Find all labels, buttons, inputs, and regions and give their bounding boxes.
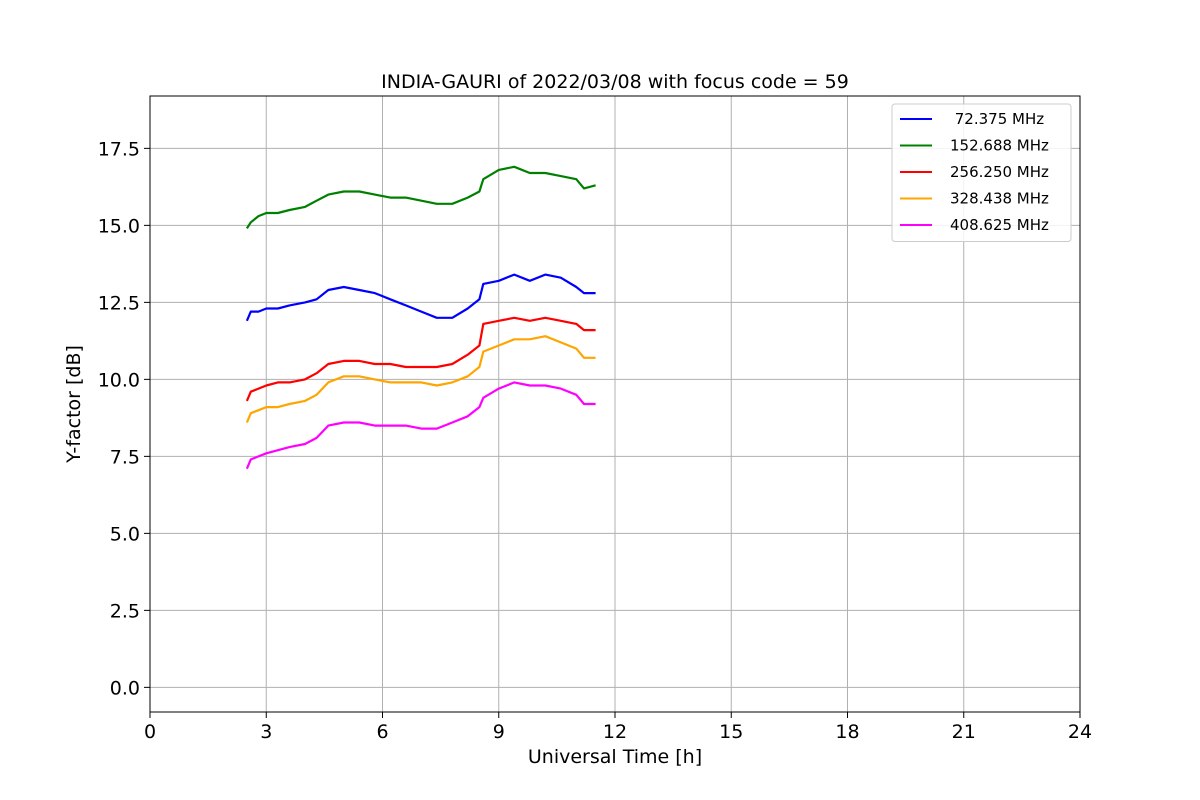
- y-tick-label: 12.5: [98, 292, 140, 314]
- series-line-3: [245, 335, 596, 423]
- y-tick-label: 5.0: [110, 523, 140, 545]
- legend-label: 152.688 MHz: [950, 137, 1049, 155]
- x-tick-label: 18: [835, 721, 859, 743]
- legend-label: 328.438 MHz: [950, 190, 1049, 208]
- series-line-2: [245, 316, 596, 402]
- x-tick-label: 9: [493, 721, 505, 743]
- x-tick-label: 24: [1068, 721, 1092, 743]
- y-tick-label: 15.0: [98, 215, 140, 237]
- x-tick-label: 12: [603, 721, 627, 743]
- y-axis-label: Y-factor [dB]: [63, 345, 85, 464]
- tick-layer: 0 3 6 9 12 15 18 21 24 0.0 2.5 5.0 7.5 10.0 12.5 15.0 17…: [98, 138, 1092, 743]
- x-tick-label: 6: [376, 721, 388, 743]
- legend-box: [891, 103, 1072, 242]
- chart-title: INDIA-GAURI of 2022/03/08 with focus cod…: [381, 71, 849, 93]
- y-tick-label: 0.0: [110, 677, 140, 699]
- y-tick-label: 17.5: [98, 138, 140, 160]
- y-tick-label: 2.5: [110, 600, 140, 622]
- y-tick-label: 10.0: [98, 369, 140, 391]
- series-line-0: [245, 273, 596, 322]
- y-tick-label: 7.5: [110, 446, 140, 468]
- x-tick-label: 15: [719, 721, 743, 743]
- legend-label: 408.625 MHz: [950, 216, 1049, 234]
- series-line-4: [245, 381, 596, 470]
- x-tick-label: 3: [260, 721, 272, 743]
- x-axis-label: Universal Time [h]: [528, 746, 702, 768]
- series-layer: [245, 165, 596, 470]
- legend-label: 72.375 MHz: [950, 110, 1044, 128]
- legend: 72.375 MHz 152.688 MHz 256.250 MHz 328.438 …: [891, 103, 1072, 242]
- legend-label: 256.250 MHz: [950, 163, 1049, 181]
- x-tick-label: 21: [952, 721, 976, 743]
- x-tick-label: 0: [144, 721, 156, 743]
- series-line-1: [245, 165, 596, 229]
